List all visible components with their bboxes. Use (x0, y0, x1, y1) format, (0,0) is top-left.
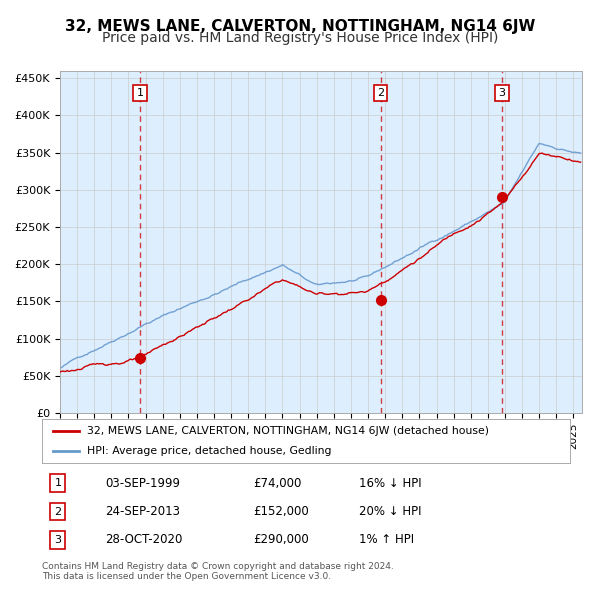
Text: 28-OCT-2020: 28-OCT-2020 (106, 533, 183, 546)
Text: Price paid vs. HM Land Registry's House Price Index (HPI): Price paid vs. HM Land Registry's House … (102, 31, 498, 45)
Text: £152,000: £152,000 (253, 505, 309, 518)
Text: 1: 1 (55, 478, 61, 488)
Text: Contains HM Land Registry data © Crown copyright and database right 2024.
This d: Contains HM Land Registry data © Crown c… (42, 562, 394, 581)
Text: 2: 2 (377, 88, 384, 98)
Text: £74,000: £74,000 (253, 477, 302, 490)
Text: 32, MEWS LANE, CALVERTON, NOTTINGHAM, NG14 6JW (detached house): 32, MEWS LANE, CALVERTON, NOTTINGHAM, NG… (87, 427, 489, 436)
Text: HPI: Average price, detached house, Gedling: HPI: Average price, detached house, Gedl… (87, 446, 331, 455)
Text: 2: 2 (54, 507, 61, 516)
Text: £290,000: £290,000 (253, 533, 309, 546)
Text: 16% ↓ HPI: 16% ↓ HPI (359, 477, 421, 490)
Text: 3: 3 (499, 88, 506, 98)
Text: 3: 3 (55, 535, 61, 545)
Text: 1% ↑ HPI: 1% ↑ HPI (359, 533, 414, 546)
Text: 1: 1 (136, 88, 143, 98)
Text: 24-SEP-2013: 24-SEP-2013 (106, 505, 181, 518)
Text: 20% ↓ HPI: 20% ↓ HPI (359, 505, 421, 518)
Text: 03-SEP-1999: 03-SEP-1999 (106, 477, 181, 490)
Text: 32, MEWS LANE, CALVERTON, NOTTINGHAM, NG14 6JW: 32, MEWS LANE, CALVERTON, NOTTINGHAM, NG… (65, 19, 535, 34)
